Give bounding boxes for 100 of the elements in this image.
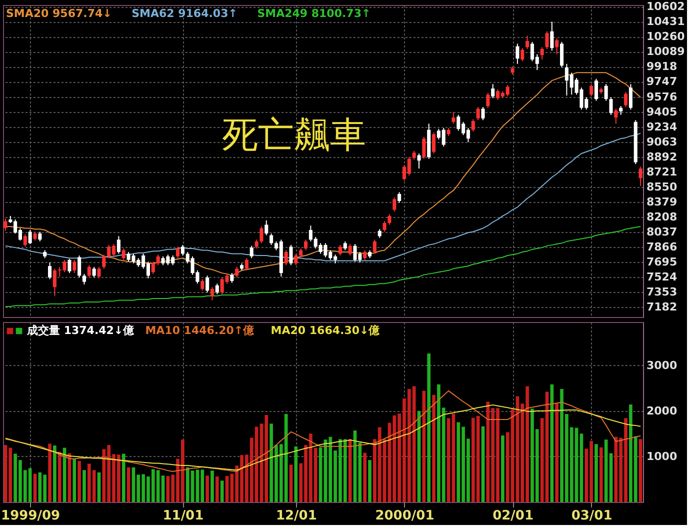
y-tick-label: 10089 — [646, 45, 685, 58]
candlestick — [545, 30, 549, 50]
candlestick — [68, 258, 72, 274]
bar — [638, 439, 642, 502]
candlestick — [624, 92, 628, 108]
line-series — [4, 390, 642, 472]
bar — [580, 434, 584, 502]
candlestick — [486, 92, 490, 108]
candlestick — [638, 166, 642, 187]
candlestick — [156, 254, 160, 266]
y-tick-label: 7866 — [646, 240, 678, 254]
x-tick-label: 11/01 — [162, 508, 204, 524]
candlestick — [97, 266, 101, 279]
candlestick — [388, 214, 392, 226]
text: MA10 1446.20↑億 — [145, 324, 256, 337]
y-tick-label: 9234 — [646, 120, 678, 134]
candlestick — [270, 233, 274, 246]
bar — [82, 470, 86, 502]
bar — [368, 460, 372, 502]
y-tick-label: 7695 — [646, 256, 678, 269]
y-tick-label: 8208 — [646, 210, 678, 224]
y-tick-label: 9405 — [646, 105, 678, 118]
candlestick — [176, 246, 180, 259]
candlestick — [526, 35, 530, 50]
bar — [555, 404, 559, 502]
annotation: 死亡飆車 — [222, 114, 366, 156]
candlestick — [481, 106, 485, 121]
candlestick — [102, 254, 106, 270]
candlestick — [210, 286, 214, 301]
candlestick — [604, 84, 608, 102]
bar — [550, 384, 554, 502]
y-tick-label: 3000 — [646, 358, 678, 372]
text: SMA62 9164.03↑ — [132, 7, 238, 20]
candlestick — [392, 196, 396, 212]
y-tick-label: 8892 — [646, 150, 678, 164]
candlestick — [590, 84, 594, 97]
legend-label: 成交量 1374.42↓億 — [26, 324, 136, 337]
candlestick — [116, 236, 120, 254]
candlestick — [200, 278, 204, 292]
x-tick-label: 1999/09 — [1, 508, 60, 524]
bar — [48, 444, 52, 502]
candlestick — [516, 43, 520, 64]
y-tick-label: 8550 — [646, 180, 678, 194]
y-tick-label: 9918 — [646, 60, 678, 74]
candlestick — [471, 118, 475, 132]
bar — [78, 460, 81, 502]
bar — [422, 390, 426, 502]
candlestick — [363, 250, 367, 260]
candlestick — [560, 41, 564, 68]
candlestick — [87, 264, 91, 278]
bar — [363, 452, 367, 502]
candlestick — [294, 253, 298, 266]
bar — [122, 454, 126, 502]
bar — [446, 418, 450, 502]
bar — [33, 474, 37, 502]
y-tick-label: 7524 — [646, 270, 678, 284]
line-series — [4, 404, 642, 471]
candlestick — [338, 244, 342, 256]
bar — [220, 480, 224, 502]
candlestick — [122, 248, 126, 260]
candlestick — [82, 273, 86, 285]
candlestick — [422, 136, 426, 160]
bar — [594, 444, 598, 502]
y-tick-label: 8721 — [646, 165, 678, 178]
candlestick — [540, 46, 544, 60]
y-tick-label: 1000 — [646, 450, 678, 463]
y-tick-label: 10602 — [646, 0, 685, 14]
candlestick — [284, 250, 288, 266]
candlestick — [244, 258, 248, 271]
y-tick-label: 7353 — [646, 286, 678, 299]
candlestick — [594, 78, 598, 102]
bar — [210, 470, 214, 502]
candlestick — [230, 272, 234, 284]
candlestick — [555, 38, 559, 55]
y-tick-label: 9747 — [646, 75, 678, 88]
x-tick-label: 2000/01 — [375, 508, 434, 524]
candlestick — [382, 220, 386, 232]
x-tick-label: 12/01 — [276, 508, 317, 524]
y-tick-label: 7182 — [646, 300, 678, 314]
candlestick — [304, 239, 308, 251]
line-series — [4, 226, 642, 307]
candlestick — [372, 239, 376, 254]
bar — [348, 439, 352, 502]
candlestick — [491, 84, 495, 99]
bar — [215, 476, 219, 502]
bar — [501, 435, 504, 502]
candlestick — [151, 261, 155, 274]
candlestick — [432, 132, 436, 154]
candlestick — [48, 262, 52, 280]
candlestick — [215, 283, 219, 295]
y-tick-label: 10260 — [646, 30, 686, 44]
y-tick-label: 8379 — [646, 195, 678, 208]
y-tick-label: 10431 — [646, 15, 685, 28]
candlestick — [4, 218, 8, 232]
x-tick-label: 02/01 — [492, 508, 534, 524]
candlestick — [348, 244, 352, 256]
bar — [599, 447, 603, 502]
bar — [58, 452, 62, 502]
candlestick — [614, 108, 618, 124]
candlestick — [206, 275, 210, 293]
